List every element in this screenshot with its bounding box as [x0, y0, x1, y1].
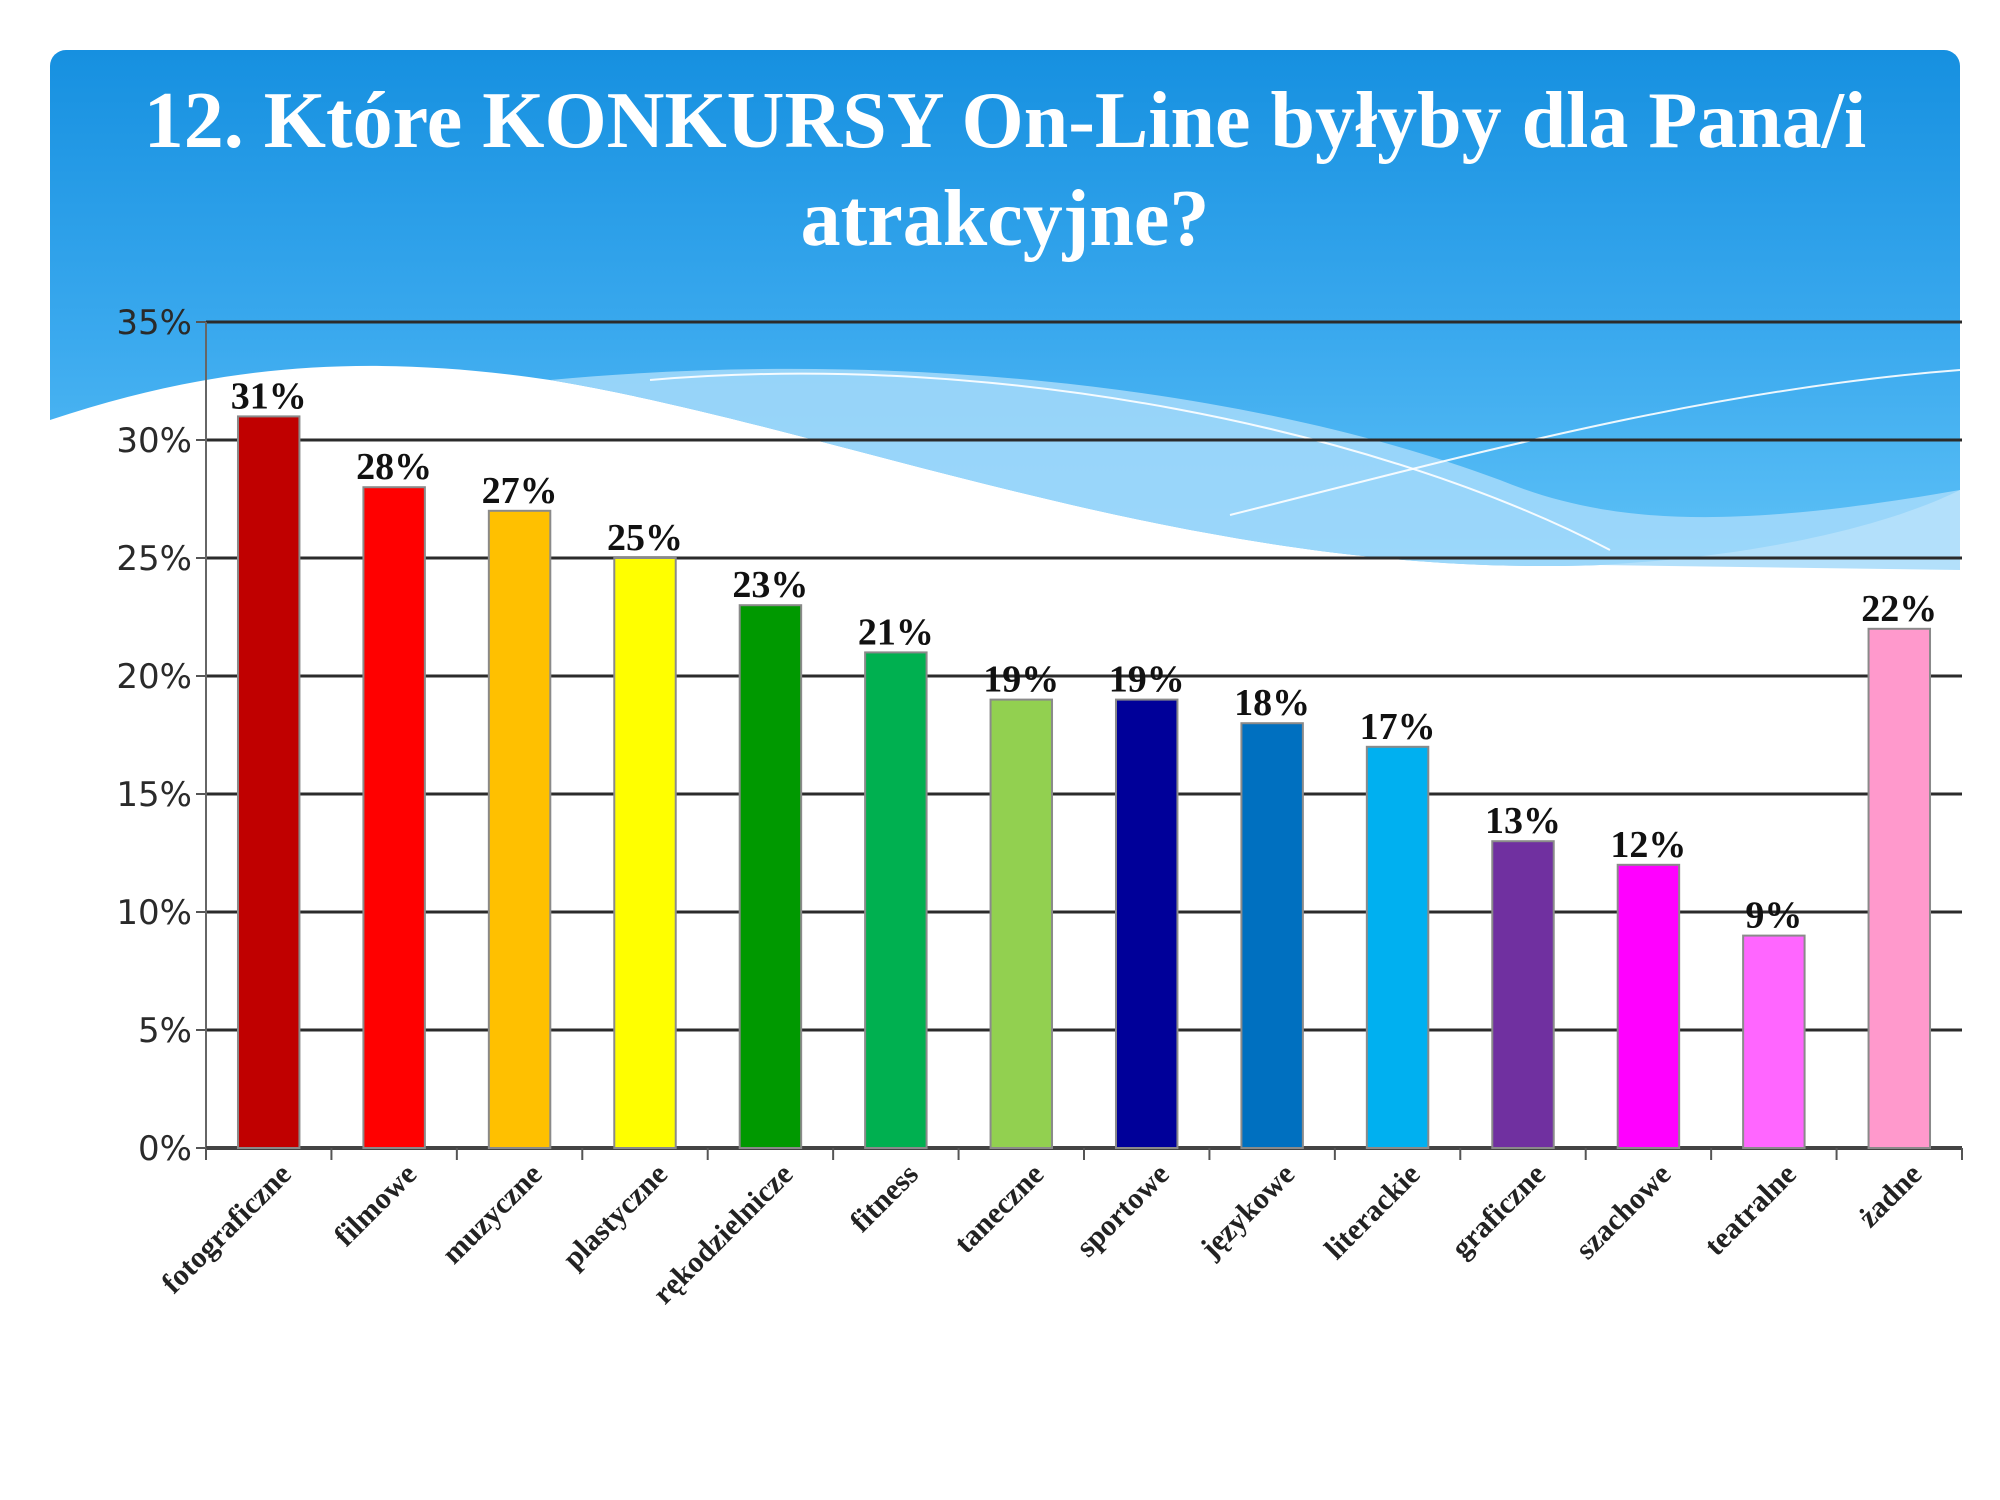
y-tick-label: 25% — [116, 539, 192, 579]
bar-12 — [1742, 934, 1806, 1149]
data-label: 19% — [983, 659, 1059, 701]
bar-0 — [236, 415, 301, 1149]
header-wave-light — [550, 368, 1960, 570]
data-label: 18% — [1234, 682, 1310, 724]
bar-8 — [1240, 722, 1304, 1149]
header-background — [50, 50, 1960, 570]
bar-5 — [864, 651, 928, 1150]
data-label: 17% — [1360, 706, 1436, 748]
bar-3 — [613, 557, 677, 1149]
bar-4 — [738, 604, 803, 1149]
grid-lines — [206, 320, 1962, 1032]
bar-2 — [487, 509, 552, 1149]
x-category-label: filmowe — [328, 1158, 423, 1253]
data-label: 19% — [1109, 659, 1185, 701]
x-category-label: literackie — [1318, 1158, 1426, 1266]
value-labels: 31% 28% 27% 25% 23% 21% 19% 19% 18% 17% 13% 12% 9% 22… — [231, 375, 1938, 936]
data-label: 22% — [1861, 588, 1937, 630]
x-category-label: fitness — [844, 1158, 925, 1239]
category-labels: fotograficzne filmowe muzyczne plastycznerę… — [155, 1158, 1928, 1311]
bar-10 — [1491, 840, 1555, 1149]
data-label: 25% — [607, 517, 683, 559]
x-category-label: fotograficzne — [155, 1158, 297, 1300]
data-label: 9% — [1745, 895, 1802, 937]
slide-title: 12. Które KONKURSY On-Line byłyby dla Pa… — [143, 77, 1867, 263]
data-label: 28% — [356, 446, 432, 488]
y-tick-label: 35% — [116, 303, 192, 343]
x-category-label: taneczne — [948, 1158, 1050, 1260]
y-tick-label: 15% — [116, 775, 192, 815]
data-label: 31% — [231, 375, 307, 417]
bar-9 — [1365, 745, 1430, 1149]
bar-13 — [1867, 627, 1932, 1149]
chart-axes — [196, 321, 1963, 1160]
x-category-label: graficzne — [1445, 1158, 1552, 1265]
bars — [236, 415, 1932, 1150]
header-wave-line-2 — [1229, 369, 1960, 516]
y-tick-label: 20% — [116, 657, 192, 697]
data-label: 23% — [732, 564, 808, 606]
header-wave-line-1 — [649, 372, 1611, 551]
data-label: 21% — [858, 611, 934, 653]
bar-7 — [1114, 698, 1179, 1149]
slide-header-banner: 12. Które KONKURSY On-Line byłyby dla Pa… — [50, 50, 1960, 570]
bar-6 — [989, 698, 1054, 1149]
data-label: 12% — [1610, 824, 1686, 866]
data-label: 13% — [1485, 800, 1561, 842]
bar-11 — [1616, 863, 1681, 1149]
y-tick-label: 30% — [116, 421, 192, 461]
x-category-label: szachowe — [1569, 1158, 1677, 1266]
x-category-label: sportowe — [1070, 1158, 1176, 1264]
bar-1 — [362, 486, 426, 1149]
x-category-label: żadne — [1852, 1158, 1928, 1234]
x-category-label: teatralne — [1698, 1158, 1803, 1263]
data-label: 27% — [482, 470, 558, 512]
y-tick-label: 5% — [138, 1011, 192, 1051]
x-category-label: plastyczne — [556, 1158, 674, 1276]
x-category-label: muzyczne — [436, 1158, 549, 1271]
y-axis-tick-labels: 0% 5% 10% 15% 20% 25% 30% 35% — [116, 303, 192, 1169]
y-tick-label: 10% — [116, 893, 192, 933]
y-tick-label: 0% — [138, 1129, 192, 1169]
x-category-label: językowe — [1193, 1158, 1301, 1266]
